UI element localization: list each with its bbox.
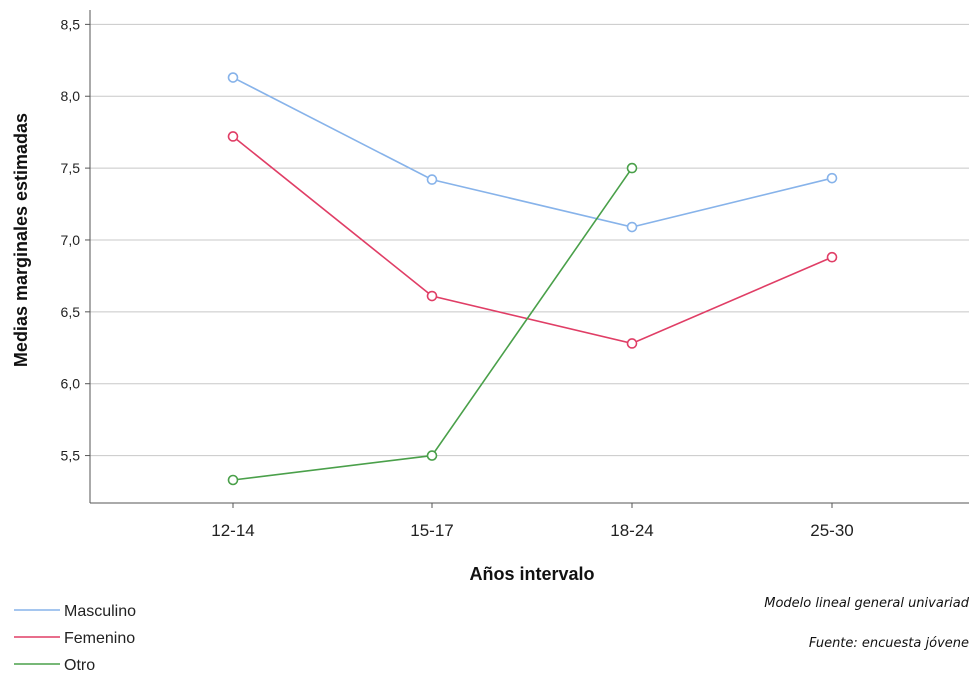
y-tick-label-0: 5,5 — [61, 448, 81, 464]
y-axis-title: Medias marginales estimadas — [11, 113, 31, 367]
series-line-masculino — [232, 76, 833, 228]
note-model: Modelo lineal general univariad — [764, 596, 969, 611]
legend-label-otro: Otro — [64, 657, 95, 674]
x-tick-label-2: 18-24 — [610, 521, 653, 540]
legend-label-femenino: Femenino — [64, 630, 135, 647]
point-femenino-2 — [626, 338, 638, 349]
point-otro-1 — [426, 450, 438, 461]
y-tick-label-4: 7,5 — [61, 160, 81, 176]
x-tick-label-3: 25-30 — [810, 521, 853, 540]
point-otro-0 — [227, 474, 239, 486]
point-masculino-3 — [826, 172, 838, 184]
point-femenino-3 — [826, 251, 838, 263]
point-masculino-2 — [626, 221, 638, 233]
y-tick-label-5: 8,0 — [61, 88, 81, 104]
point-masculino-0 — [227, 72, 239, 83]
y-axis-ticks: 5,5 6,0 6,5 7,0 7,5 8,0 8,5 — [61, 16, 90, 464]
y-tick-label-6: 8,5 — [61, 16, 81, 32]
series-line-femenino — [232, 135, 833, 345]
y-tick-label-3: 7,0 — [61, 232, 81, 248]
x-tick-label-1: 15-17 — [410, 521, 453, 540]
y-tick-label-1: 6,0 — [61, 376, 81, 392]
legend: Masculino Femenino Otro — [14, 603, 136, 674]
point-femenino-1 — [426, 290, 438, 302]
grid-lines — [90, 23, 969, 457]
x-axis-title: Años intervalo — [469, 564, 594, 584]
x-axis-ticks: 12-14 15-17 18-24 25-30 — [211, 503, 854, 540]
point-masculino-1 — [426, 174, 438, 185]
series-group — [227, 72, 838, 486]
x-tick-label-0: 12-14 — [211, 521, 254, 540]
legend-label-masculino: Masculino — [64, 603, 136, 620]
note-source: Fuente: encuesta jóvene — [809, 636, 969, 651]
y-tick-label-2: 6,5 — [61, 304, 81, 320]
series-line-otro — [232, 167, 633, 481]
point-femenino-0 — [227, 131, 239, 142]
point-otro-2 — [626, 162, 638, 174]
